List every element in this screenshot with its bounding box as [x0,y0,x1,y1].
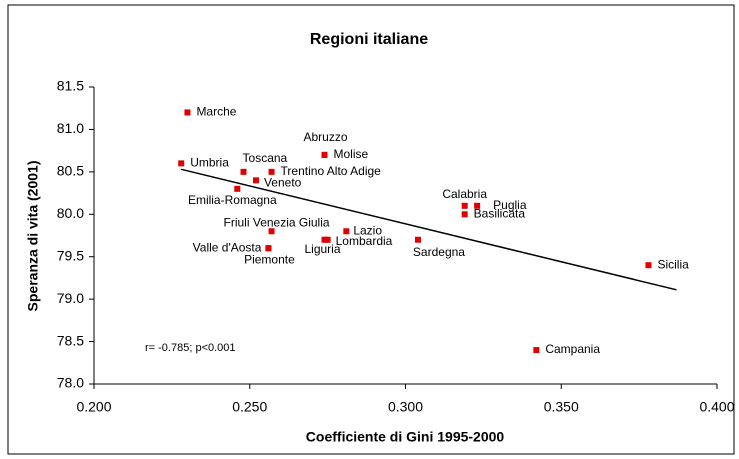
point-label: Abruzzo [303,130,347,144]
point-label: Basilicata [474,206,526,220]
point-label: Friuli Venezia Giulia [224,215,330,229]
point-label: Puglia [493,198,527,212]
point [533,347,540,354]
point [234,185,241,192]
point [343,228,350,235]
y-tick-label: 80.0 [57,205,84,221]
point-label: Liguria [304,242,340,256]
y-tick-label: 81.0 [57,120,84,136]
y-tick-label: 80.5 [57,163,84,179]
point [321,236,328,243]
point [461,202,468,209]
point-label: Marche [196,105,236,119]
y-tick-label: 81.5 [57,78,84,94]
point-label: Lombardia [336,234,393,248]
point [178,160,185,167]
point [321,151,328,158]
x-axis-label: Coefficiente di Gini 1995-2000 [306,429,505,445]
frame [7,4,735,455]
point-label: Lazio [353,223,382,237]
chart-title: Regioni italiane [310,31,428,48]
point-label: Piemonte [244,252,295,266]
x-tick-label: 0.200 [76,399,111,415]
point [268,168,275,175]
point-label: Valle d'Aosta [193,240,262,254]
x-tick-label: 0.300 [388,399,423,415]
x-tick-label: 0.250 [232,399,267,415]
point-label: Molise [334,147,369,161]
point [461,211,468,218]
point-label: Sicilia [657,257,689,271]
point [265,245,272,252]
y-tick-label: 79.0 [57,290,84,306]
y-tick-label: 78.0 [57,375,84,391]
y-tick-label: 78.5 [57,332,84,348]
point [474,202,481,209]
point [645,262,652,269]
point [240,168,247,175]
point [324,236,331,243]
point-label: Calabria [442,187,487,201]
point-label: Sardegna [413,245,465,259]
x-tick-label: 0.350 [544,399,579,415]
point [268,228,275,235]
point-label: Emilia-Romagna [188,193,277,207]
point-label: Campania [545,342,600,356]
x-tick-label: 0.400 [699,399,734,415]
point-label: Trentino Alto Adige [281,164,382,178]
annotation: r= -0.785; p<0.001 [145,342,236,354]
y-tick-label: 79.5 [57,247,84,263]
point [414,236,421,243]
trend-line [181,168,677,291]
y-axis-label: Speranza di vita (2001) [25,161,41,312]
point-label: Umbria [190,156,229,170]
point [252,177,259,184]
point-label: Toscana [243,151,288,165]
point-label: Veneto [264,176,302,190]
point [184,109,191,116]
